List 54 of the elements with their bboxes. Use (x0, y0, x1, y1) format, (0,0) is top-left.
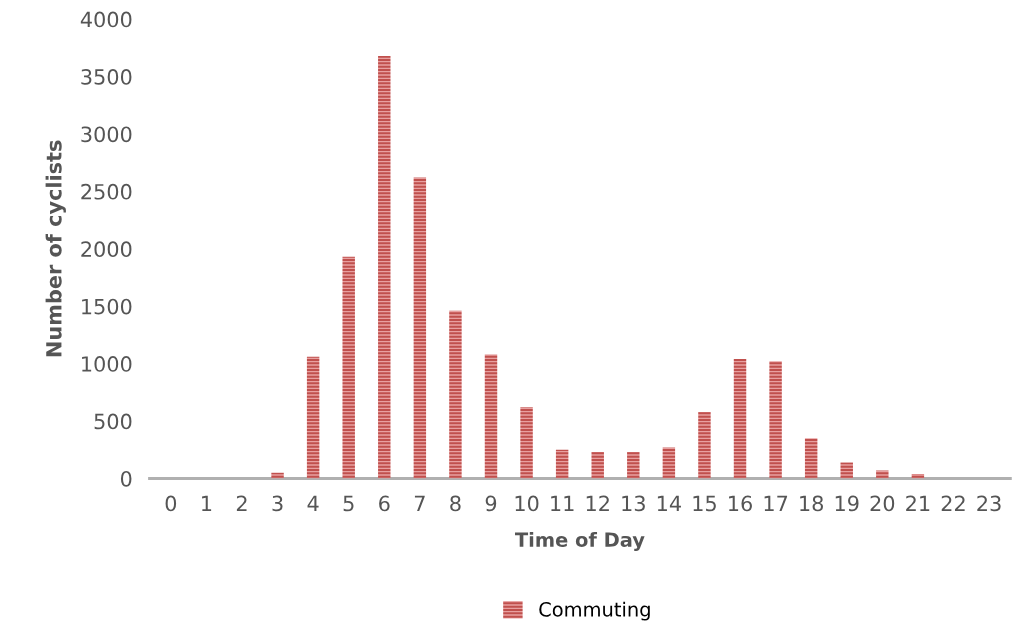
bar (413, 177, 427, 479)
y-tick-label: 2500 (81, 183, 132, 200)
x-tick-label: 14 (657, 495, 681, 511)
y-tick-label: 500 (94, 413, 132, 430)
y-tick-label: 3500 (81, 69, 132, 85)
x-tick-label: 16 (729, 495, 752, 512)
y-tick-label: 1000 (82, 356, 132, 372)
x-tick-label: 9 (485, 495, 497, 512)
y-tick-label: 1500 (82, 298, 132, 315)
x-tick-label: 11 (551, 495, 574, 511)
bar (662, 447, 676, 479)
y-tick-label: 0 (120, 470, 132, 487)
bar (840, 462, 853, 479)
y-tick-label: 3000 (81, 126, 132, 143)
x-tick-label: 20 (870, 495, 895, 512)
x-axis-title: Time of Day (515, 532, 645, 551)
x-tick-label: 2 (236, 495, 247, 511)
x-tick-label: 12 (586, 495, 609, 511)
bar (520, 407, 533, 479)
y-tick-label: 2000 (81, 241, 132, 258)
bar (378, 55, 391, 479)
x-tick-label: 0 (165, 495, 177, 512)
x-tick-label: 23 (977, 495, 1001, 512)
x-tick-label: 21 (906, 495, 930, 511)
x-tick-label: 10 (515, 495, 539, 512)
bar (769, 361, 782, 479)
bar (876, 470, 889, 479)
x-tick-label: 18 (800, 495, 823, 512)
x-tick-label: 15 (693, 495, 716, 512)
bar (271, 472, 284, 479)
bar (591, 452, 604, 479)
x-tick-label: 1 (202, 495, 212, 511)
bar (484, 354, 498, 479)
bar (449, 310, 462, 479)
x-tick-label: 4 (307, 495, 319, 511)
bar (306, 356, 320, 479)
x-tick-label: 19 (835, 495, 859, 512)
x-tick-label: 17 (764, 495, 788, 511)
bar (342, 256, 355, 479)
bar (698, 411, 711, 479)
legend-label: Commuting (539, 601, 650, 621)
x-tick-label: 5 (343, 495, 354, 512)
y-axis-title: Number of cyclists (45, 140, 66, 357)
y-tick-label: 4000 (80, 11, 132, 28)
x-tick-label: 13 (622, 495, 645, 512)
x-tick-label: 8 (450, 495, 461, 512)
x-tick-label: 22 (941, 495, 965, 511)
x-tick-label: 6 (379, 495, 390, 512)
x-tick-label: 3 (272, 495, 283, 512)
x-tick-label: 7 (414, 495, 425, 511)
bar (804, 438, 818, 479)
bar (733, 359, 747, 479)
bar (555, 449, 569, 479)
bar (627, 452, 640, 479)
